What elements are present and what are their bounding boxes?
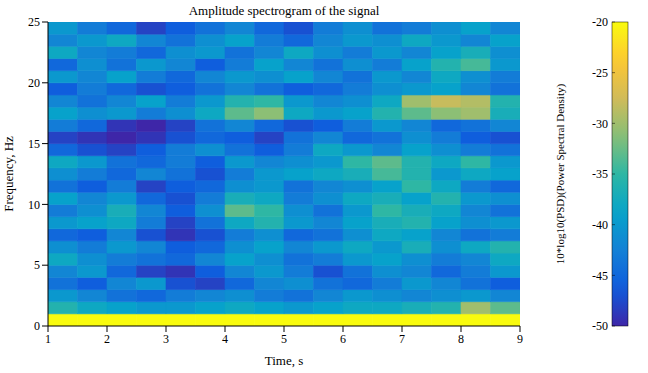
svg-text:6: 6 xyxy=(340,332,346,346)
svg-text:5: 5 xyxy=(34,258,40,272)
svg-text:Frequency, Hz: Frequency, Hz xyxy=(1,136,16,212)
svg-text:-45: -45 xyxy=(592,269,608,283)
svg-text:10*log10(PSD)(Power Spectral D: 10*log10(PSD)(Power Spectral Density) xyxy=(554,84,567,265)
svg-text:20: 20 xyxy=(28,76,40,90)
svg-text:1: 1 xyxy=(45,332,51,346)
svg-text:10: 10 xyxy=(28,198,40,212)
svg-text:Time, s: Time, s xyxy=(265,353,304,368)
svg-text:-35: -35 xyxy=(592,167,608,181)
svg-text:-50: -50 xyxy=(592,319,608,333)
svg-text:3: 3 xyxy=(163,332,169,346)
svg-text:-30: -30 xyxy=(592,117,608,131)
svg-text:8: 8 xyxy=(458,332,464,346)
svg-text:9: 9 xyxy=(517,332,523,346)
svg-text:7: 7 xyxy=(399,332,405,346)
svg-text:4: 4 xyxy=(222,332,228,346)
svg-text:-25: -25 xyxy=(592,66,608,80)
html-text:Amplitude spectrogram of the s: Amplitude spectrogram of the signal xyxy=(188,3,380,18)
svg-text:2: 2 xyxy=(104,332,110,346)
svg-text:5: 5 xyxy=(281,332,287,346)
svg-text:25: 25 xyxy=(28,15,40,29)
svg-text:15: 15 xyxy=(28,137,40,151)
svg-text:-40: -40 xyxy=(592,218,608,232)
svg-text:0: 0 xyxy=(34,319,40,333)
svg-text:-20: -20 xyxy=(592,15,608,29)
